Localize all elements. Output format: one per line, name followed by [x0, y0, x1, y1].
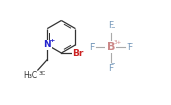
- Text: B: B: [107, 42, 115, 52]
- Text: F: F: [89, 43, 94, 52]
- Text: −: −: [126, 40, 131, 45]
- Text: −: −: [90, 40, 95, 45]
- Text: F: F: [108, 21, 113, 30]
- Text: H: H: [31, 71, 37, 80]
- Text: F: F: [108, 64, 113, 73]
- Text: −: −: [110, 24, 115, 29]
- Text: N: N: [43, 40, 51, 49]
- Text: 3C: 3C: [38, 71, 46, 76]
- Text: F: F: [128, 43, 133, 52]
- Text: −: −: [110, 60, 115, 65]
- Text: 3+: 3+: [113, 40, 122, 45]
- Text: H₃C: H₃C: [24, 71, 38, 80]
- Text: Br: Br: [72, 49, 84, 58]
- Text: +: +: [50, 38, 55, 43]
